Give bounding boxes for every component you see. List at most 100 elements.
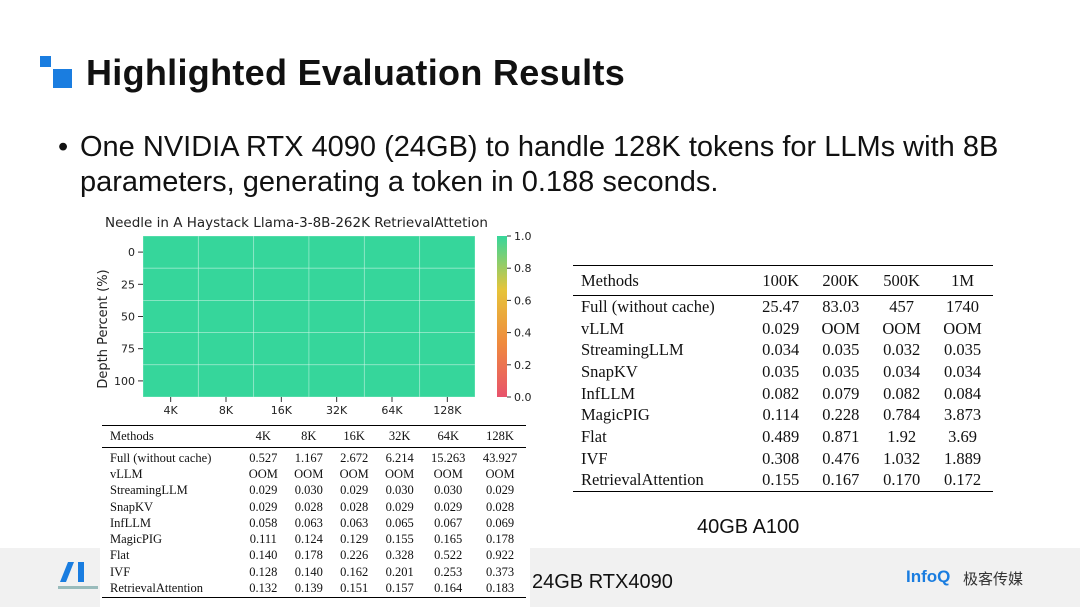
table-cell: 0.170 <box>883 470 921 490</box>
header-cell: 4K <box>240 425 287 448</box>
table-cell: 0.058 <box>249 515 278 530</box>
table-cell: OOM <box>294 466 324 481</box>
table-cell: 0.063 <box>294 515 323 530</box>
heatmap-cell <box>308 364 365 398</box>
table-cell: 0.522 <box>434 548 463 563</box>
table-cell: 0.155 <box>385 532 414 547</box>
heatmap-cell <box>363 267 421 301</box>
header-cell: 8K <box>286 425 332 448</box>
header-cell: 100K <box>751 265 811 296</box>
results-table: Methods 100K 200K 500K 1M Full (without cache… <box>573 265 993 493</box>
heatmap-cell <box>419 332 476 366</box>
table-cell: 25.47 <box>762 296 800 316</box>
table-cell: 83.03 <box>822 296 860 316</box>
table-cell: 0.079 <box>822 383 860 403</box>
table-cell: OOM <box>821 318 861 338</box>
results-table: Methods 4K 8K 16K 32K 64K 128K Full (without ca… <box>102 425 526 598</box>
heatmap-cell <box>363 235 421 269</box>
x-tick-label: 16K <box>271 404 293 417</box>
table-cell: 0.111 <box>249 532 277 547</box>
table-cell: 0.140 <box>294 564 323 579</box>
table-cell: 0.029 <box>385 499 414 514</box>
table-row: StreamingLLM 0.029 0.030 0.029 0.030 0.030 0.0… <box>102 483 526 499</box>
table-cell: 0.030 <box>385 483 414 498</box>
heatmap-cell <box>308 235 365 269</box>
table-cell: 0.030 <box>294 483 323 498</box>
y-tick-label: 0 <box>128 246 135 259</box>
table-cell: 0.034 <box>943 361 982 381</box>
table-cell: IVF <box>110 564 131 579</box>
table-cell: 0.124 <box>294 532 323 547</box>
table-cell: 0.114 <box>762 405 799 425</box>
table-cell: 0.167 <box>822 470 860 490</box>
heatmap-cell <box>308 332 365 366</box>
chart-title: Needle in A Haystack Llama-3-8B-262K Ret… <box>105 215 488 231</box>
colorbar-tick-label: 0.8 <box>514 262 532 275</box>
table-row: MagicPIG 0.114 0.228 0.784 3.873 <box>573 404 993 426</box>
table-cell: 0.067 <box>434 515 463 530</box>
rtx4090-caption: 24GB RTX4090 <box>532 571 673 593</box>
table-row: RetrievalAttention 0.132 0.139 0.151 0.157 0.… <box>102 580 526 597</box>
table-cell: 0.172 <box>943 470 982 490</box>
bullet-dot: • <box>58 131 69 163</box>
heatmap-cell <box>253 364 310 398</box>
table-cell: 1.032 <box>883 448 921 468</box>
table-cell: 0.029 <box>249 499 278 514</box>
table-cell: RetrievalAttention <box>581 470 704 490</box>
table-cell: 0.155 <box>762 470 800 490</box>
table-cell: 0.082 <box>762 383 800 403</box>
table-row: InfLLM 0.082 0.079 0.082 0.084 <box>573 383 993 405</box>
y-tick-label: 25 <box>121 278 135 291</box>
table-row: IVF 0.128 0.140 0.162 0.201 0.253 0.373 <box>102 564 526 580</box>
heatmap-cell <box>363 332 421 366</box>
header-cell: 128K <box>474 425 526 448</box>
table-cell: 0.151 <box>340 581 369 596</box>
table-cell: OOM <box>882 318 921 338</box>
colorbar-tick-label: 1.0 <box>514 230 532 243</box>
table-row: Flat 0.140 0.178 0.226 0.328 0.522 0.922 <box>102 548 526 564</box>
header-cell: 1M <box>932 265 993 296</box>
table-cell: vLLM <box>110 466 143 481</box>
table-cell: 0.128 <box>249 564 278 579</box>
header-cell: 200K <box>810 265 872 296</box>
table-row: SnapKV 0.029 0.028 0.028 0.029 0.029 0.028 <box>102 499 526 515</box>
table-cell: OOM <box>339 466 369 481</box>
table-cell: 0.129 <box>340 532 369 547</box>
table-cell: 0.035 <box>822 361 860 381</box>
table-cell: 0.201 <box>385 564 414 579</box>
heatmap-cell <box>419 235 476 269</box>
table-cell: MagicPIG <box>110 532 163 547</box>
table-row: Flat 0.489 0.871 1.92 3.69 <box>573 426 993 448</box>
header-cell: 64K <box>422 425 475 448</box>
heatmap-cell <box>308 267 365 301</box>
table-cell: 0.373 <box>486 564 515 579</box>
table-cell: 0.065 <box>385 515 414 530</box>
heatmap-cell <box>197 300 255 334</box>
table-cell: 0.029 <box>340 483 369 498</box>
table-cell: 3.69 <box>948 426 977 446</box>
table-cell: 0.034 <box>883 361 921 381</box>
heatmap-cell <box>197 267 255 301</box>
header-row: Methods 100K 200K 500K 1M <box>573 265 993 296</box>
table-cell: Full (without cache) <box>110 450 212 465</box>
table-row: SnapKV 0.035 0.035 0.034 0.034 <box>573 361 993 383</box>
table-cell: 1.889 <box>943 448 982 468</box>
table-cell: 0.527 <box>249 450 278 465</box>
table-cell: 0.328 <box>385 548 414 563</box>
colorbar-tick-label: 0.4 <box>514 327 532 340</box>
table-cell: 0.029 <box>434 499 463 514</box>
table-cell: OOM <box>943 318 982 338</box>
heatmap-cell <box>142 364 199 398</box>
table-row: StreamingLLM 0.034 0.035 0.032 0.035 <box>573 339 993 361</box>
table-cell: Full (without cache) <box>581 296 715 316</box>
table-cell: InfLLM <box>110 515 151 530</box>
table-cell: 0.035 <box>762 361 800 381</box>
table-cell: 1.167 <box>294 450 323 465</box>
x-tick-label: 64K <box>381 404 403 417</box>
colorbar-tick-label: 0.6 <box>514 294 532 307</box>
table-cell: 0.228 <box>822 405 860 425</box>
heatmap-cell <box>142 300 199 334</box>
table-cell: 0.029 <box>762 318 800 338</box>
table-cell: 0.069 <box>486 515 515 530</box>
table-cell: SnapKV <box>110 499 154 514</box>
